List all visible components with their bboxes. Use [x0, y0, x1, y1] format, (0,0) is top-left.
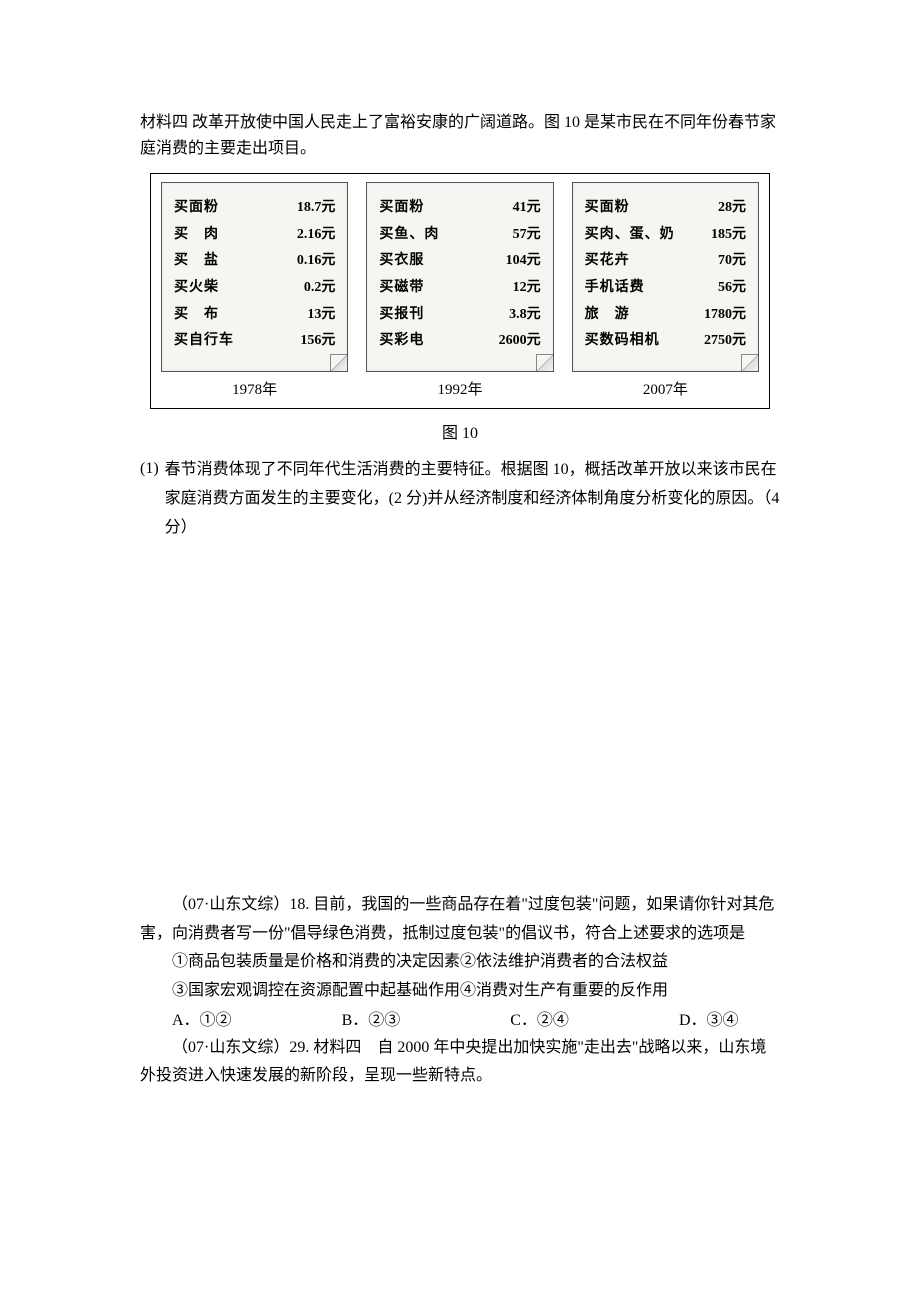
note-row: 买面粉 41元 — [379, 195, 540, 222]
option-d: D．③④ — [679, 1008, 739, 1034]
note-item-value: 3.8元 — [509, 302, 541, 329]
year-label: 2007年 — [572, 378, 759, 402]
note-item-value: 57元 — [513, 222, 541, 249]
note-item-label: 买火柴 — [174, 275, 219, 302]
note-row: 旅 游 1780元 — [585, 302, 746, 329]
note-row: 买肉、蛋、奶 185元 — [585, 222, 746, 249]
question-18-choices-line2: ③国家宏观调控在资源配置中起基础作用④消费对生产有重要的反作用 — [140, 977, 780, 1006]
note-item-value: 70元 — [718, 248, 746, 275]
note-row: 买鱼、肉 57元 — [379, 222, 540, 249]
note-item-label: 买面粉 — [379, 195, 424, 222]
year-label: 1992年 — [366, 378, 553, 402]
note-item-label: 买肉、蛋、奶 — [585, 222, 675, 249]
note-row: 买花卉 70元 — [585, 248, 746, 275]
note-item-value: 56元 — [718, 275, 746, 302]
note-row: 买 肉 2.16元 — [174, 222, 335, 249]
answer-space — [140, 551, 780, 891]
note-item-label: 买花卉 — [585, 248, 630, 275]
note-card-2007: 买面粉28元买肉、蛋、奶185元买花卉70元手机话费56元旅 游1780元买数码… — [572, 182, 759, 372]
note-item-label: 买报刊 — [379, 302, 424, 329]
figure-10: 买面粉18.7元买 肉2.16元买 盐0.16元买火柴0.2元买 布13元买自行… — [150, 173, 770, 409]
figure-caption: 图 10 — [140, 421, 780, 447]
note-item-label: 手机话费 — [585, 275, 645, 302]
question-18-header: （07·山东文综）18. 目前，我国的一些商品存在着"过度包装"问题，如果请你针… — [140, 891, 780, 949]
note-item-value: 13元 — [307, 302, 335, 329]
note-item-label: 买 盐 — [174, 248, 219, 275]
note-row: 买数码相机 2750元 — [585, 328, 746, 355]
option-a: A．①② — [172, 1008, 232, 1034]
question-1: (1) 春节消费体现了不同年代生活消费的主要特征。根据图 10，概括改革开放以来… — [140, 456, 780, 542]
question-18-choices-line1: ①商品包装质量是价格和消费的决定因素②依法维护消费者的合法权益 — [140, 948, 780, 977]
note-card-1992: 买面粉 41元买鱼、肉 57元买衣服 104元买磁带 12元买报刊 3.8元买彩电 2600… — [366, 182, 553, 372]
note-item-label: 买彩电 — [379, 328, 424, 355]
note-item-label: 买衣服 — [379, 248, 424, 275]
note-row: 买面粉 28元 — [585, 195, 746, 222]
note-item-value: 28元 — [718, 195, 746, 222]
note-item-value: 2750元 — [704, 328, 746, 355]
question-29-text: （07·山东文综）29. 材料四 自 2000 年中央提出加快实施"走出去"战略… — [140, 1034, 780, 1092]
note-item-label: 买面粉 — [174, 195, 219, 222]
note-row: 买彩电 2600元 — [379, 328, 540, 355]
note-card-1978: 买面粉18.7元买 肉2.16元买 盐0.16元买火柴0.2元买 布13元买自行… — [161, 182, 348, 372]
option-b: B．②③ — [342, 1008, 401, 1034]
note-item-label: 买磁带 — [379, 275, 424, 302]
year-label: 1978年 — [161, 378, 348, 402]
note-item-label: 买自行车 — [174, 328, 234, 355]
note-item-value: 0.16元 — [297, 248, 336, 275]
notes-row: 买面粉18.7元买 肉2.16元买 盐0.16元买火柴0.2元买 布13元买自行… — [161, 182, 759, 372]
note-row: 买磁带 12元 — [379, 275, 540, 302]
note-item-value: 2600元 — [499, 328, 541, 355]
note-row: 买火柴 0.2元 — [174, 275, 335, 302]
note-item-value: 185元 — [711, 222, 746, 249]
years-row: 1978年 1992年 2007年 — [161, 378, 759, 402]
note-item-value: 1780元 — [704, 302, 746, 329]
note-item-label: 买 布 — [174, 302, 219, 329]
note-row: 买 布 13元 — [174, 302, 335, 329]
note-item-label: 旅 游 — [585, 302, 630, 329]
note-row: 买面粉 18.7元 — [174, 195, 335, 222]
note-item-value: 0.2元 — [304, 275, 336, 302]
note-item-value: 156元 — [300, 328, 335, 355]
note-item-label: 买鱼、肉 — [379, 222, 439, 249]
note-row: 手机话费 56元 — [585, 275, 746, 302]
note-item-value: 104元 — [506, 248, 541, 275]
note-row: 买 盐 0.16元 — [174, 248, 335, 275]
note-item-value: 12元 — [513, 275, 541, 302]
question-18-options: A．①② B．②③ C．②④ D．③④ — [140, 1008, 780, 1034]
note-item-label: 买 肉 — [174, 222, 219, 249]
note-item-label: 买数码相机 — [585, 328, 660, 355]
note-item-value: 41元 — [513, 195, 541, 222]
note-item-value: 2.16元 — [297, 222, 336, 249]
note-row: 买报刊 3.8元 — [379, 302, 540, 329]
material-intro: 材料四 改革开放使中国人民走上了富裕安康的广阔道路。图 10 是某市民在不同年份… — [140, 110, 780, 161]
note-row: 买衣服 104元 — [379, 248, 540, 275]
note-item-label: 买面粉 — [585, 195, 630, 222]
question-number: (1) — [140, 456, 163, 542]
option-c: C．②④ — [510, 1008, 569, 1034]
note-item-value: 18.7元 — [297, 195, 336, 222]
question-text: 春节消费体现了不同年代生活消费的主要特征。根据图 10，概括改革开放以来该市民在… — [163, 456, 780, 542]
note-row: 买自行车 156元 — [174, 328, 335, 355]
